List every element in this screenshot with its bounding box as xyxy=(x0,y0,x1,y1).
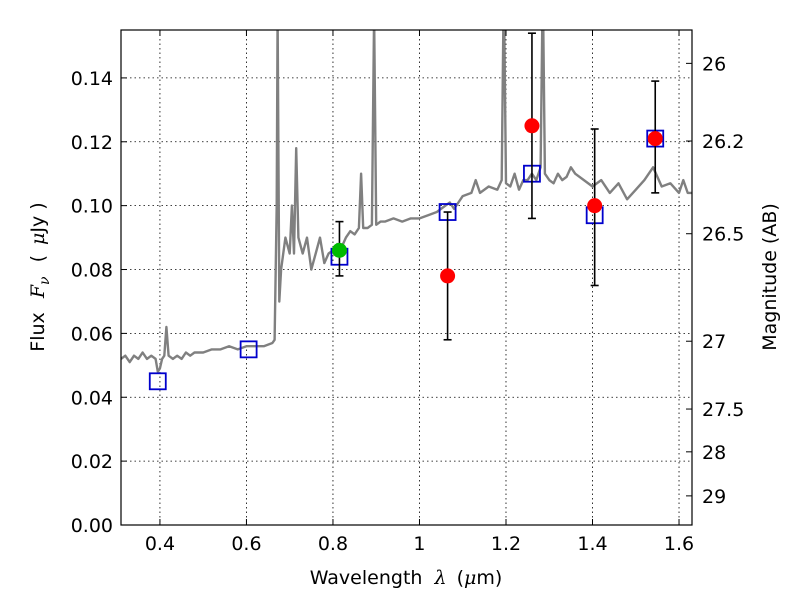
y-tick-label: 0.02 xyxy=(71,451,113,473)
x-tick-label: 0.6 xyxy=(231,533,261,555)
y-tick-label: 0.12 xyxy=(71,132,113,154)
observed-point xyxy=(524,118,540,134)
y2-tick-label: 26.2 xyxy=(702,131,744,153)
y-axis-label-unit-rest: Jy ) xyxy=(27,202,49,233)
observed-point xyxy=(440,268,456,284)
y-axis-label-prefix: Flux xyxy=(27,312,49,352)
y-axis-label: Flux Fν ( μJy ) xyxy=(27,202,54,351)
x-tick-label: 0.8 xyxy=(318,533,348,555)
x-axis-label-prefix: Wavelength xyxy=(310,567,423,589)
y2-tick-label: 26 xyxy=(702,53,726,75)
model-box-marker xyxy=(239,340,258,359)
y-axis-label-symbol: F xyxy=(27,284,49,299)
grid xyxy=(121,30,692,525)
x-axis-label-unit-mu: μ xyxy=(464,567,476,589)
x-axis-label: Wavelength λ (μm) xyxy=(310,567,503,589)
axes: 0.4 0.6 0.8 1 1.2 1.4 1.6 0.00 0.02 0.04 0.06 0.08 0… xyxy=(71,30,744,555)
y-axis-label-unit-mu: μ xyxy=(27,233,49,245)
plot-frame xyxy=(120,29,693,526)
y2-tick-label: 26.5 xyxy=(702,224,744,246)
x-axis-label-unit-rest: m) xyxy=(476,567,502,589)
y-tick-label: 0.00 xyxy=(71,515,113,537)
y2-tick-label: 28 xyxy=(702,442,726,464)
markers xyxy=(148,32,665,391)
x-tick-label: 1.4 xyxy=(577,533,607,555)
model-box-marker xyxy=(148,372,167,391)
x-tick-label: 1.2 xyxy=(491,533,521,555)
plot-area xyxy=(121,30,692,373)
y-axis-label-subscript: ν xyxy=(37,276,53,285)
y-tick-label: 0.10 xyxy=(71,196,113,218)
y-tick-label: 0.06 xyxy=(71,323,113,345)
spectrum-line xyxy=(121,30,692,373)
y-tick-label: 0.04 xyxy=(71,387,113,409)
x-axis-label-unit-open: ( xyxy=(457,567,464,589)
y2-tick-label: 27.5 xyxy=(702,399,744,421)
y-tick-label: 0.14 xyxy=(71,68,113,90)
observed-point xyxy=(647,131,663,147)
x-tick-label: 1 xyxy=(413,533,425,555)
observed-point xyxy=(331,242,347,258)
y2-axis-label: Magnitude (AB) xyxy=(759,203,781,351)
y-axis-label-unit-open: ( xyxy=(27,255,49,262)
observed-point xyxy=(587,198,603,214)
x-tick-label: 0.4 xyxy=(145,533,175,555)
x-axis-label-symbol: λ xyxy=(433,567,446,589)
y-tick-label: 0.08 xyxy=(71,260,113,282)
y2-tick-label: 29 xyxy=(702,486,726,508)
y2-tick-label: 27 xyxy=(702,331,726,353)
x-tick-label: 1.6 xyxy=(664,533,694,555)
